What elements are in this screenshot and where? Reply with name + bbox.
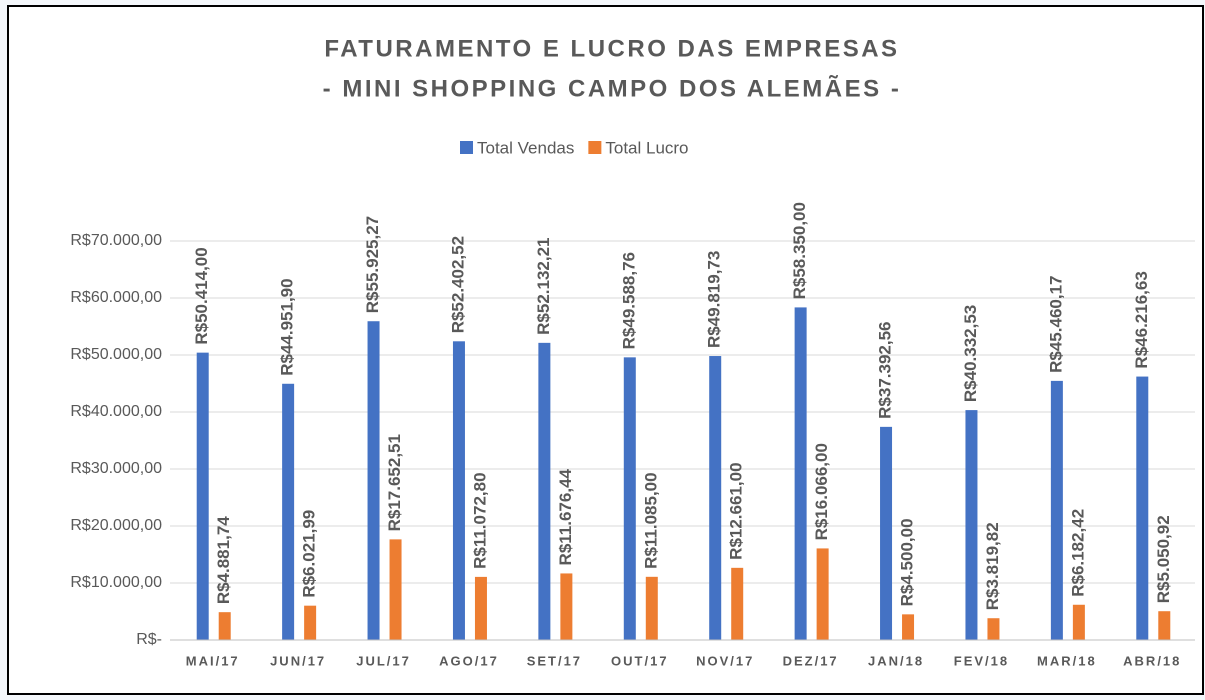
bar [538,342,551,640]
x-tick-label: FEV/18 [954,653,1009,668]
legend-swatch [460,141,473,154]
bar [987,618,1000,640]
bar [1072,604,1085,640]
value-label: R$4.881,74 [214,516,233,604]
value-label: R$37.392,56 [876,321,895,418]
value-label: R$4.500,00 [898,518,917,606]
value-label: R$44.951,90 [278,278,297,375]
x-tick-label: MAR/18 [1037,653,1097,668]
y-tick-label: R$- [136,631,162,648]
bar [452,341,465,640]
bar [816,548,829,640]
bar [1158,611,1171,640]
bar [880,426,893,640]
x-tick-label: ABR/18 [1123,653,1181,668]
bar [367,321,380,640]
value-label: R$45.460,17 [1046,276,1065,373]
bar [794,307,807,640]
bar [282,383,295,640]
value-label: R$11.072,80 [470,472,489,568]
x-tick-label: AGO/17 [439,653,499,668]
y-tick-label: R$30.000,00 [70,460,162,477]
x-tick-label: MAI/17 [186,653,240,668]
value-label: R$3.819,82 [983,522,1002,610]
bar [1050,380,1063,640]
value-label: R$6.182,42 [1068,509,1087,597]
bar [731,567,744,640]
bar [965,410,978,640]
value-label: R$11.085,00 [641,472,660,568]
x-tick-label: DEZ/17 [783,653,839,668]
legend-label: Total Vendas [477,138,574,157]
chart-frame [7,5,1204,695]
value-label: R$6.021,99 [300,510,319,598]
value-label: R$49.819,73 [705,251,724,348]
bar [623,357,636,640]
value-label: R$40.332,53 [961,305,980,402]
value-label: R$55.925,27 [363,216,382,313]
value-label: R$46.216,63 [1132,271,1151,368]
y-tick-label: R$50.000,00 [70,346,162,363]
bar [709,356,722,640]
value-label: R$17.652,51 [385,434,404,531]
x-tick-label: JAN/18 [868,653,924,668]
bar [196,352,209,640]
y-tick-label: R$20.000,00 [70,517,162,534]
bar [474,576,487,640]
value-label: R$49.588,76 [619,252,638,349]
bar [389,539,402,640]
x-tick-label: SET/17 [527,653,582,668]
value-label: R$16.066,00 [812,443,831,540]
bar [560,573,573,640]
value-label: R$5.050,92 [1154,515,1173,603]
x-tick-label: JUN/17 [270,653,326,668]
value-label: R$11.676,44 [556,468,575,565]
value-label: R$12.661,00 [727,462,746,559]
y-tick-label: R$60.000,00 [70,289,162,306]
value-label: R$52.402,52 [448,236,467,333]
y-tick-label: R$40.000,00 [70,403,162,420]
x-tick-label: NOV/17 [696,653,754,668]
y-tick-label: R$70.000,00 [70,232,162,249]
legend-label: Total Lucro [605,138,688,157]
bar [902,614,915,640]
bar [1136,376,1149,640]
x-tick-label: OUT/17 [611,653,669,668]
chart-title: FATURAMENTO E LUCRO DAS EMPRESAS [324,35,899,62]
bar [645,576,658,640]
value-label: R$58.350,00 [790,202,809,299]
value-label: R$50.414,00 [192,247,211,344]
y-tick-label: R$10.000,00 [70,574,162,591]
value-label: R$52.132,21 [534,237,553,334]
chart-subtitle: - MINI SHOPPING CAMPO DOS ALEMÃES - [323,74,902,102]
bar [218,612,231,640]
x-tick-label: JUL/17 [356,653,411,668]
legend-swatch [588,141,602,154]
bar [304,605,317,640]
